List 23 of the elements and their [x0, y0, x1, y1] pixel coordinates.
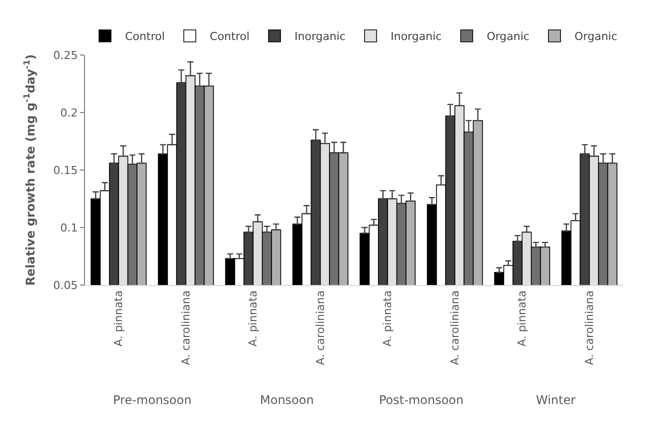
legend-label: Inorganic — [390, 30, 442, 44]
text: Winter — [536, 393, 576, 407]
legend-label: Control — [125, 30, 165, 44]
y-tick-label: 0.05 — [53, 278, 78, 292]
legend-label: Control — [210, 30, 250, 44]
x-tick-label: A. caroliniana — [179, 290, 192, 366]
x-tick-label: A. caroliniana — [582, 290, 596, 366]
x-tick-label: A. pinnata — [112, 290, 126, 347]
y-tick-label: 0.25 — [53, 48, 78, 62]
y-tick-label: 0.1 — [60, 221, 78, 234]
x-tick-label: A. pinnata — [516, 290, 529, 347]
x-tick-label: A. caroliniana — [314, 290, 327, 366]
text: Pre-monsoon — [113, 393, 192, 407]
y-tick-label: 0.15 — [53, 164, 78, 177]
x-tick-label: A. caroliniana — [448, 290, 462, 366]
legend-label: Organic — [486, 30, 530, 44]
y-tick-label: 0.2 — [60, 106, 78, 120]
legend-label: Inorganic — [294, 30, 346, 44]
text: Monsoon — [260, 393, 314, 407]
x-tick-label: A. pinnata — [246, 290, 260, 347]
x-tick-label: A. pinnata — [381, 290, 394, 347]
text: Post-monsoon — [379, 393, 464, 407]
legend-label: Organic — [574, 30, 618, 44]
